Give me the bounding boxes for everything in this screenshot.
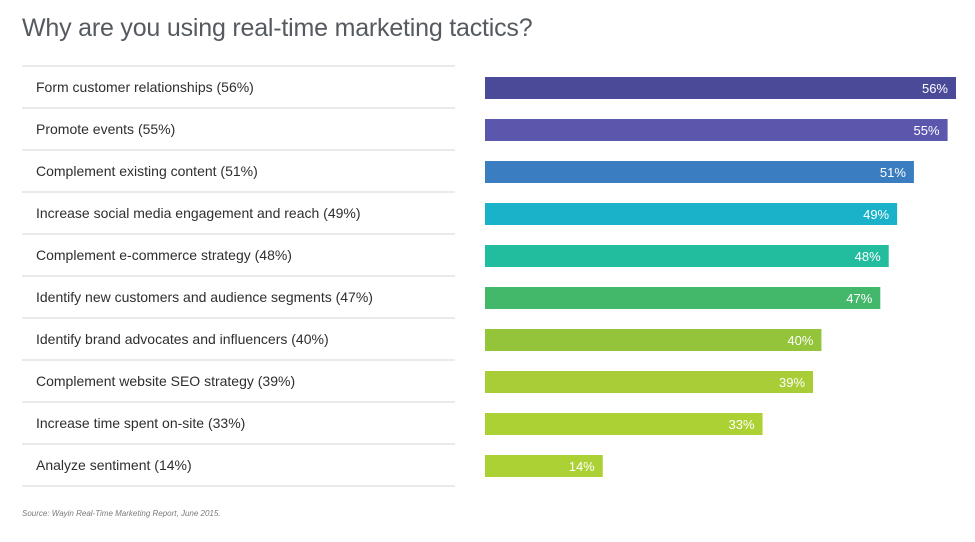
data-label: 39% (779, 375, 805, 390)
data-label: 47% (846, 291, 872, 306)
category-rows: Form customer relationships (56%) Promote… (22, 65, 455, 487)
bar (485, 455, 603, 477)
category-label: Form customer relationships (56%) (36, 79, 254, 95)
bar (485, 77, 956, 99)
category-label: Complement e-commerce strategy (48%) (36, 247, 292, 263)
bars: 56% 55% 51% 49% 48% 47% 40% 39% 33% 14% (485, 77, 956, 477)
bar (485, 413, 763, 435)
data-label: 40% (787, 333, 813, 348)
source-note: Source: Wayin Real-Time Marketing Report… (22, 509, 221, 518)
data-label: 55% (914, 123, 940, 138)
chart-title: Why are you using real-time marketing ta… (22, 14, 533, 42)
category-label: Promote events (55%) (36, 121, 175, 137)
category-label: Identify new customers and audience segm… (36, 289, 373, 305)
bar (485, 287, 881, 309)
data-label: 51% (880, 165, 906, 180)
category-label: Complement existing content (51%) (36, 163, 258, 179)
bar (485, 371, 814, 393)
category-label: Increase time spent on-site (33%) (36, 415, 245, 431)
data-label: 14% (569, 459, 595, 474)
category-label: Analyze sentiment (14%) (36, 457, 192, 473)
data-label: 33% (729, 417, 755, 432)
bar (485, 245, 889, 267)
category-label: Identify brand advocates and influencers… (36, 331, 329, 347)
bar (485, 161, 914, 183)
data-label: 56% (922, 81, 948, 96)
bar (485, 119, 948, 141)
bar (485, 329, 822, 351)
bar (485, 203, 898, 225)
category-label: Increase social media engagement and rea… (36, 205, 361, 221)
category-label: Complement website SEO strategy (39%) (36, 373, 295, 389)
data-label: 48% (855, 249, 881, 264)
data-label: 49% (863, 207, 889, 222)
